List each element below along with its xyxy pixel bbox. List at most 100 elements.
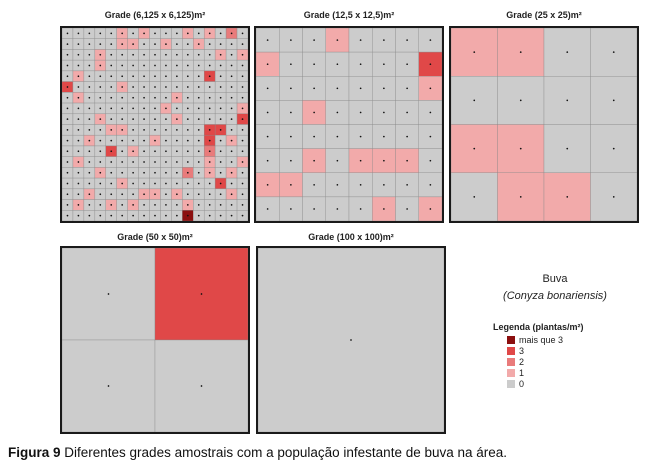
sample-point xyxy=(406,63,408,66)
sample-point xyxy=(99,86,102,88)
sample-point xyxy=(566,51,569,53)
sample-point xyxy=(197,75,200,78)
sample-point xyxy=(132,193,134,196)
sample-point xyxy=(99,182,102,185)
sample-point xyxy=(143,53,145,56)
sample-point xyxy=(290,183,292,186)
sample-point xyxy=(66,139,69,142)
sample-point xyxy=(186,161,189,163)
sample-point xyxy=(208,86,211,88)
sample-point xyxy=(77,182,80,185)
legend-label: mais que 3 xyxy=(519,334,564,345)
sample-point xyxy=(121,214,124,217)
sample-point xyxy=(77,128,80,131)
sample-point xyxy=(383,208,385,210)
sample-point xyxy=(110,161,113,163)
sample-point xyxy=(429,159,432,162)
sample-point xyxy=(88,214,91,217)
sample-point xyxy=(359,63,362,66)
sample-point xyxy=(208,32,211,35)
sample-point xyxy=(197,107,200,110)
sample-point xyxy=(143,204,145,206)
sample-point xyxy=(197,193,200,196)
sample-point xyxy=(110,128,113,131)
sample-point xyxy=(143,139,145,142)
sample-point xyxy=(121,43,124,45)
sample-point xyxy=(241,64,244,67)
sample-point xyxy=(88,204,91,206)
sample-point xyxy=(143,96,145,99)
sample-point xyxy=(566,99,569,102)
sample-point xyxy=(132,128,134,131)
sample-point xyxy=(66,53,69,56)
panel-grid-6125: Grade (6,125 x 6,125)m² xyxy=(60,10,250,223)
panel-grid-125: Grade (12,5 x 12,5)m² xyxy=(254,10,444,223)
sample-point xyxy=(230,118,233,121)
sample-point xyxy=(519,99,522,102)
sample-point xyxy=(230,75,233,78)
sample-point xyxy=(230,139,233,142)
sample-point xyxy=(197,64,200,67)
panel-grid-25: Grade (25 x 25)m² xyxy=(449,10,639,223)
sample-point xyxy=(165,139,167,142)
sample-point xyxy=(110,96,113,99)
sample-point xyxy=(197,32,200,35)
sample-point xyxy=(359,135,362,138)
sample-point xyxy=(176,171,178,174)
sample-point xyxy=(197,96,200,99)
sample-point xyxy=(186,182,189,185)
sample-point xyxy=(197,150,200,153)
sample-point xyxy=(176,182,178,185)
sample-point xyxy=(313,208,315,210)
sample-point xyxy=(219,139,222,142)
panel-title: Grade (6,125 x 6,125)m² xyxy=(104,10,206,20)
sample-point xyxy=(336,135,339,138)
sample-point xyxy=(154,193,156,196)
sample-point xyxy=(208,139,211,142)
sample-point xyxy=(219,161,222,163)
sample-point xyxy=(88,96,91,99)
sample-point xyxy=(208,107,211,110)
sample-point xyxy=(336,208,339,210)
sample-point xyxy=(230,86,233,88)
sample-point xyxy=(290,63,292,66)
sample-point xyxy=(132,139,134,142)
sample-point xyxy=(241,107,244,110)
sample-point xyxy=(165,193,167,196)
sample-point xyxy=(110,214,113,217)
sample-point xyxy=(154,128,156,131)
sample-point xyxy=(143,43,145,45)
sample-point xyxy=(132,86,134,88)
sample-point xyxy=(143,118,145,121)
sample-point xyxy=(176,107,178,110)
sample-point xyxy=(383,63,385,66)
sample-point xyxy=(383,159,385,162)
sample-point xyxy=(110,204,113,206)
sample-point xyxy=(429,208,432,210)
sample-point xyxy=(266,159,269,162)
sample-point xyxy=(99,193,102,196)
sample-point xyxy=(219,43,222,45)
sample-point xyxy=(186,75,189,78)
sample-point xyxy=(165,43,167,45)
sample-point xyxy=(132,161,134,163)
sample-point xyxy=(132,150,134,153)
legend-title: Legenda (plantas/m²) xyxy=(493,322,584,332)
sample-point xyxy=(154,64,156,67)
sample-point xyxy=(473,147,476,150)
sample-point xyxy=(197,118,200,121)
sample-point xyxy=(121,86,124,88)
sample-point xyxy=(77,75,80,78)
sample-point xyxy=(266,111,269,114)
sample-point xyxy=(154,171,156,174)
sample-point xyxy=(219,32,222,35)
sample-point xyxy=(99,128,102,131)
sample-point xyxy=(121,118,124,121)
sample-point xyxy=(186,150,189,153)
sample-point xyxy=(266,39,269,41)
sample-point xyxy=(88,182,91,185)
sample-point xyxy=(186,107,189,110)
sample-point xyxy=(99,107,102,110)
sample-point xyxy=(77,171,80,174)
panel-grid-50: Grade (50 x 50)m² xyxy=(60,232,250,437)
